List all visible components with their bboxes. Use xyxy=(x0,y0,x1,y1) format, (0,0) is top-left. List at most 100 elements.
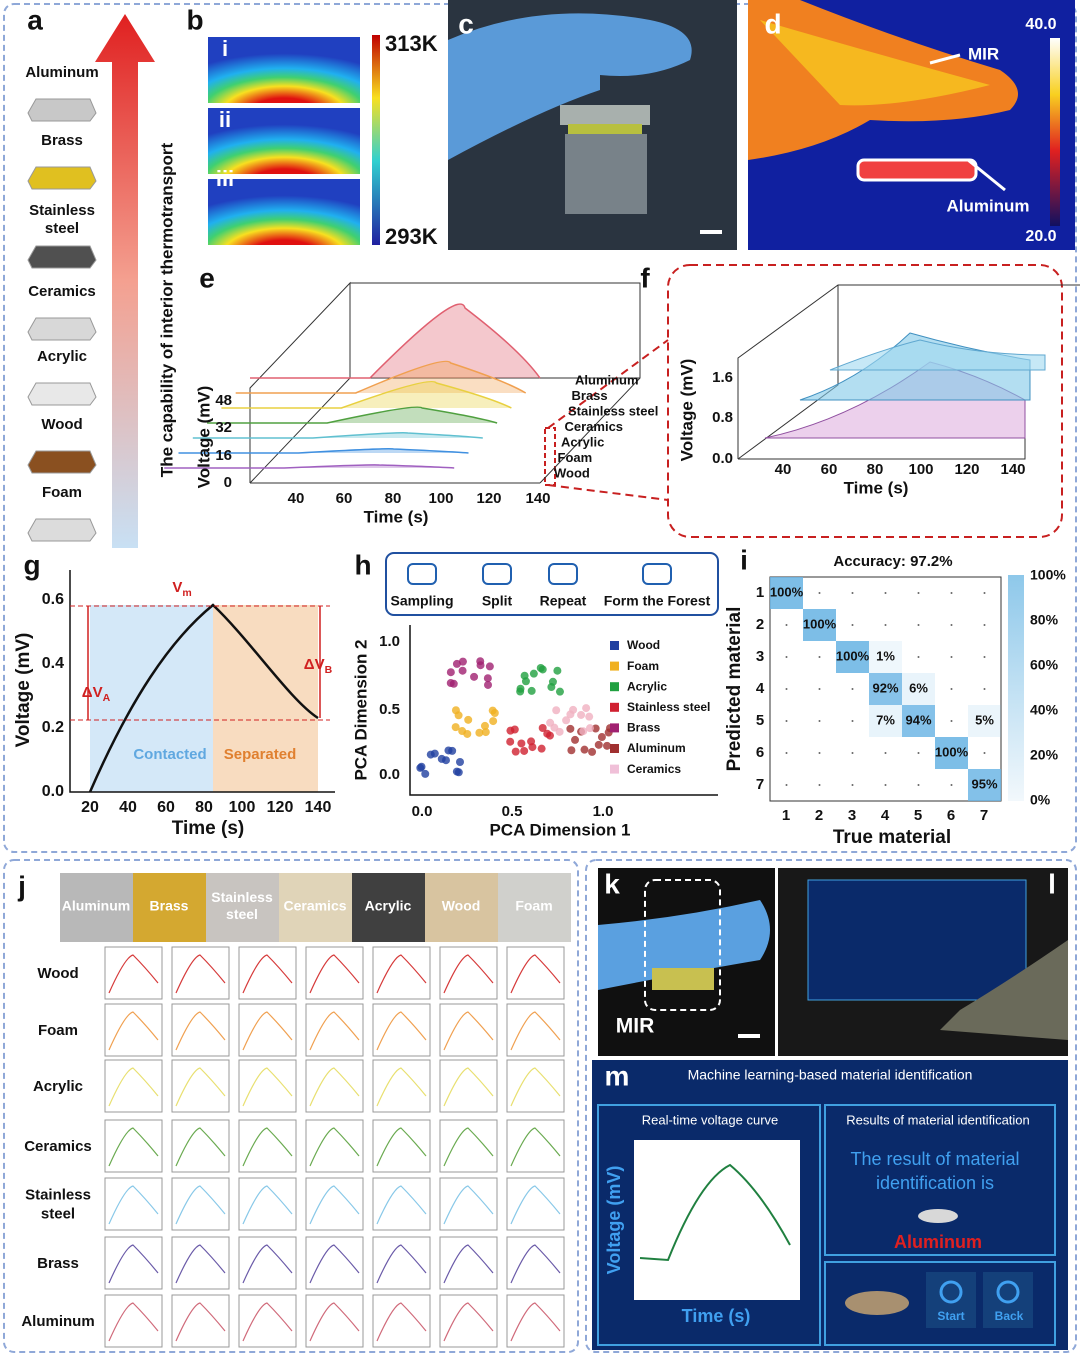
mini-curve xyxy=(242,954,293,994)
label: Form the Forest xyxy=(604,593,711,609)
point xyxy=(567,746,576,755)
point xyxy=(475,728,484,737)
curve xyxy=(221,380,512,409)
swatch xyxy=(279,873,352,942)
label: 140 xyxy=(305,799,332,816)
label: Foam xyxy=(558,450,593,465)
label: 7 xyxy=(756,776,764,793)
label: steel xyxy=(45,220,79,237)
label: Aluminum xyxy=(894,1232,982,1252)
label: Stainless steel xyxy=(568,403,658,418)
label: ii xyxy=(219,107,231,132)
empty-cell xyxy=(785,624,788,626)
frame xyxy=(585,859,1077,1353)
label: 293K xyxy=(385,224,438,249)
point xyxy=(506,737,515,746)
label: 1.0 xyxy=(379,633,400,650)
zoom-region xyxy=(544,427,556,486)
point xyxy=(511,747,520,756)
label: Aluminum xyxy=(25,64,98,81)
mini-curve xyxy=(175,1127,226,1167)
pie-icon xyxy=(845,1291,909,1315)
label-main: V xyxy=(172,579,182,596)
point xyxy=(585,724,594,733)
screen-panel xyxy=(597,1104,821,1346)
point xyxy=(464,715,473,724)
empty-cell xyxy=(851,752,854,754)
empty-cell xyxy=(818,784,821,786)
label: Ceramics xyxy=(565,419,624,434)
label: Start xyxy=(937,1309,964,1323)
point xyxy=(577,710,586,719)
mini-curve xyxy=(108,1244,159,1284)
label: Wood xyxy=(37,965,78,982)
label: Aluminum xyxy=(627,741,686,755)
label: MIR xyxy=(616,1015,655,1038)
cell xyxy=(869,673,902,705)
mini-plot xyxy=(506,1059,565,1113)
mini-curve xyxy=(309,954,360,994)
empty-cell xyxy=(884,752,887,754)
label: 40 xyxy=(775,461,792,478)
device xyxy=(560,105,650,125)
label: Time (s) xyxy=(172,818,245,839)
label: 100% xyxy=(935,744,969,759)
label: 100% xyxy=(836,648,870,663)
mini-curve xyxy=(309,1302,360,1342)
label-sub: B xyxy=(325,664,333,676)
label: 5 xyxy=(756,712,764,729)
empty-cell xyxy=(785,752,788,754)
mini-curve xyxy=(443,1067,494,1107)
mini-curve xyxy=(376,1302,427,1342)
label: 120 xyxy=(954,461,979,478)
label: ΔVA xyxy=(82,684,111,704)
label: ΔVB xyxy=(304,656,333,676)
curve xyxy=(88,603,319,793)
label: Time (s) xyxy=(844,478,909,497)
label: 100% xyxy=(803,616,837,631)
step-icon xyxy=(548,563,578,585)
label: Ceramics xyxy=(28,283,96,300)
empty-cell xyxy=(785,784,788,786)
curve xyxy=(192,431,483,439)
label: i xyxy=(222,36,228,61)
colorbar xyxy=(1008,575,1024,801)
point xyxy=(421,769,430,778)
point xyxy=(529,669,538,678)
label: 40 xyxy=(288,490,305,507)
legend-swatch xyxy=(610,661,619,671)
mini-curve xyxy=(242,1067,293,1107)
region xyxy=(213,605,318,792)
arrow xyxy=(95,14,155,548)
empty-cell xyxy=(983,688,986,690)
point xyxy=(555,687,564,696)
mini-curve xyxy=(510,954,561,994)
label: 95% xyxy=(971,776,997,791)
point xyxy=(579,727,588,736)
zoom-lines xyxy=(547,339,669,501)
mini-curve xyxy=(443,1011,494,1051)
monitor xyxy=(807,879,1027,1001)
empty-cell xyxy=(851,720,854,722)
colorbar xyxy=(1050,38,1060,226)
swatch xyxy=(60,873,133,942)
point xyxy=(441,756,450,765)
point xyxy=(458,727,467,736)
legend-swatch xyxy=(610,682,619,692)
empty-cell xyxy=(851,784,854,786)
empty-cell xyxy=(950,624,953,626)
mini-curve xyxy=(443,1127,494,1167)
point xyxy=(516,687,525,696)
point xyxy=(446,679,455,688)
mini-curve xyxy=(510,1127,561,1167)
mini-curve xyxy=(309,1127,360,1167)
point xyxy=(444,746,453,755)
empty-cell xyxy=(884,592,887,594)
mini-curve xyxy=(175,954,226,994)
label: Contacted xyxy=(133,746,206,763)
arrows xyxy=(87,606,321,720)
panel-letter: m xyxy=(605,1060,630,1091)
label: Foam xyxy=(627,659,659,673)
label: Back xyxy=(995,1309,1024,1323)
mini-curve xyxy=(242,1185,293,1225)
